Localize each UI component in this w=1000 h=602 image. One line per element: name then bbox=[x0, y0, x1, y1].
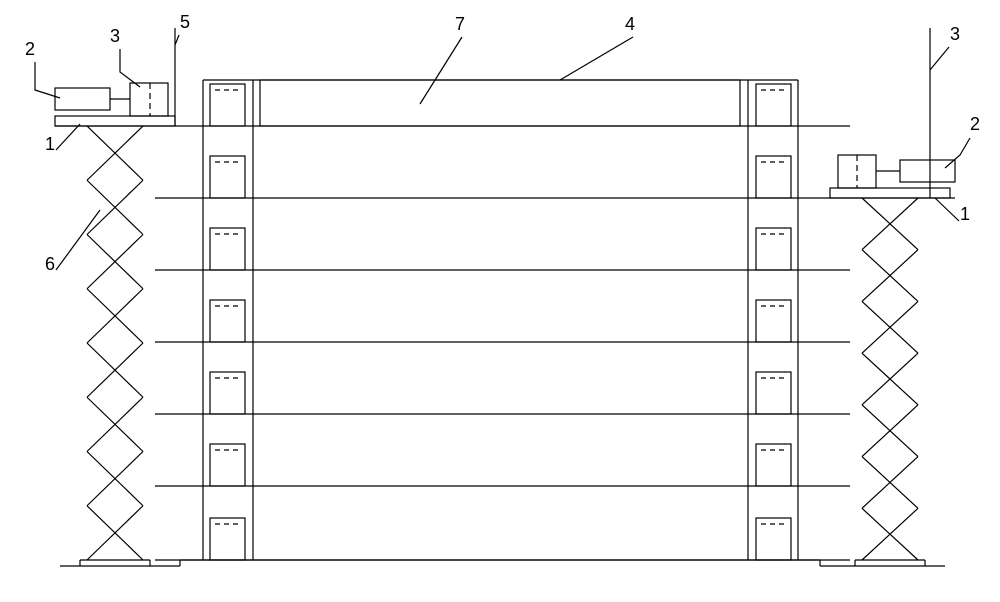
svg-text:1: 1 bbox=[45, 134, 55, 154]
svg-text:1: 1 bbox=[960, 204, 970, 224]
svg-text:4: 4 bbox=[625, 14, 635, 34]
svg-text:6: 6 bbox=[45, 254, 55, 274]
svg-text:2: 2 bbox=[970, 114, 980, 134]
engineering-diagram: 2 3 5 7 4 3 2 1 1 6 bbox=[0, 0, 1000, 602]
svg-text:2: 2 bbox=[25, 39, 35, 59]
svg-text:3: 3 bbox=[950, 24, 960, 44]
svg-text:7: 7 bbox=[455, 14, 465, 34]
svg-text:5: 5 bbox=[180, 12, 190, 32]
svg-text:3: 3 bbox=[110, 26, 120, 46]
